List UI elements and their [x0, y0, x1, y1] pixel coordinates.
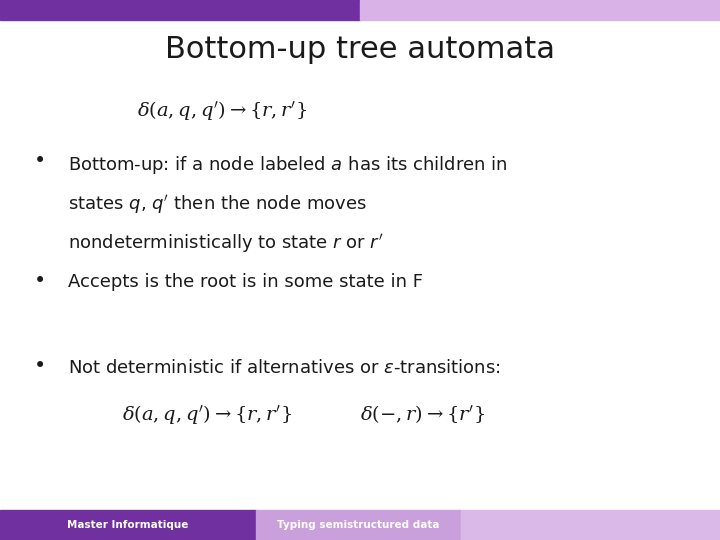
- Bar: [256, 510, 461, 540]
- Text: Master Informatique: Master Informatique: [67, 520, 189, 530]
- Text: $\delta(-,r)\rightarrow\{r'\}$: $\delta(-,r)\rightarrow\{r'\}$: [360, 403, 485, 425]
- Text: states $q$, $q'$ then the node moves: states $q$, $q'$ then the node moves: [68, 193, 367, 216]
- Text: $\delta(a,q,q')\rightarrow\{r,r'\}$: $\delta(a,q,q')\rightarrow\{r,r'\}$: [137, 99, 307, 122]
- Bar: [0, 510, 256, 540]
- Text: Bottom-up tree automata: Bottom-up tree automata: [165, 35, 555, 64]
- Bar: [461, 510, 720, 540]
- Text: Accepts is the root is in some state in F: Accepts is the root is in some state in …: [68, 273, 423, 291]
- Bar: [0, 0, 360, 20]
- Text: nondeterministically to state $r$ or $r'$: nondeterministically to state $r$ or $r'…: [68, 232, 384, 255]
- Text: •: •: [33, 151, 46, 171]
- Text: •: •: [33, 271, 46, 291]
- Text: •: •: [33, 356, 46, 376]
- Text: Typing semistructured data: Typing semistructured data: [277, 520, 439, 530]
- Bar: [360, 0, 720, 20]
- Text: Not deterministic if alternatives or $\varepsilon$-transitions:: Not deterministic if alternatives or $\v…: [68, 359, 501, 377]
- Text: Bottom-up: if a node labeled $a$ has its children in: Bottom-up: if a node labeled $a$ has its…: [68, 154, 508, 176]
- Text: $\delta(a,q,q')\rightarrow\{r,r'\}$: $\delta(a,q,q')\rightarrow\{r,r'\}$: [122, 403, 292, 426]
